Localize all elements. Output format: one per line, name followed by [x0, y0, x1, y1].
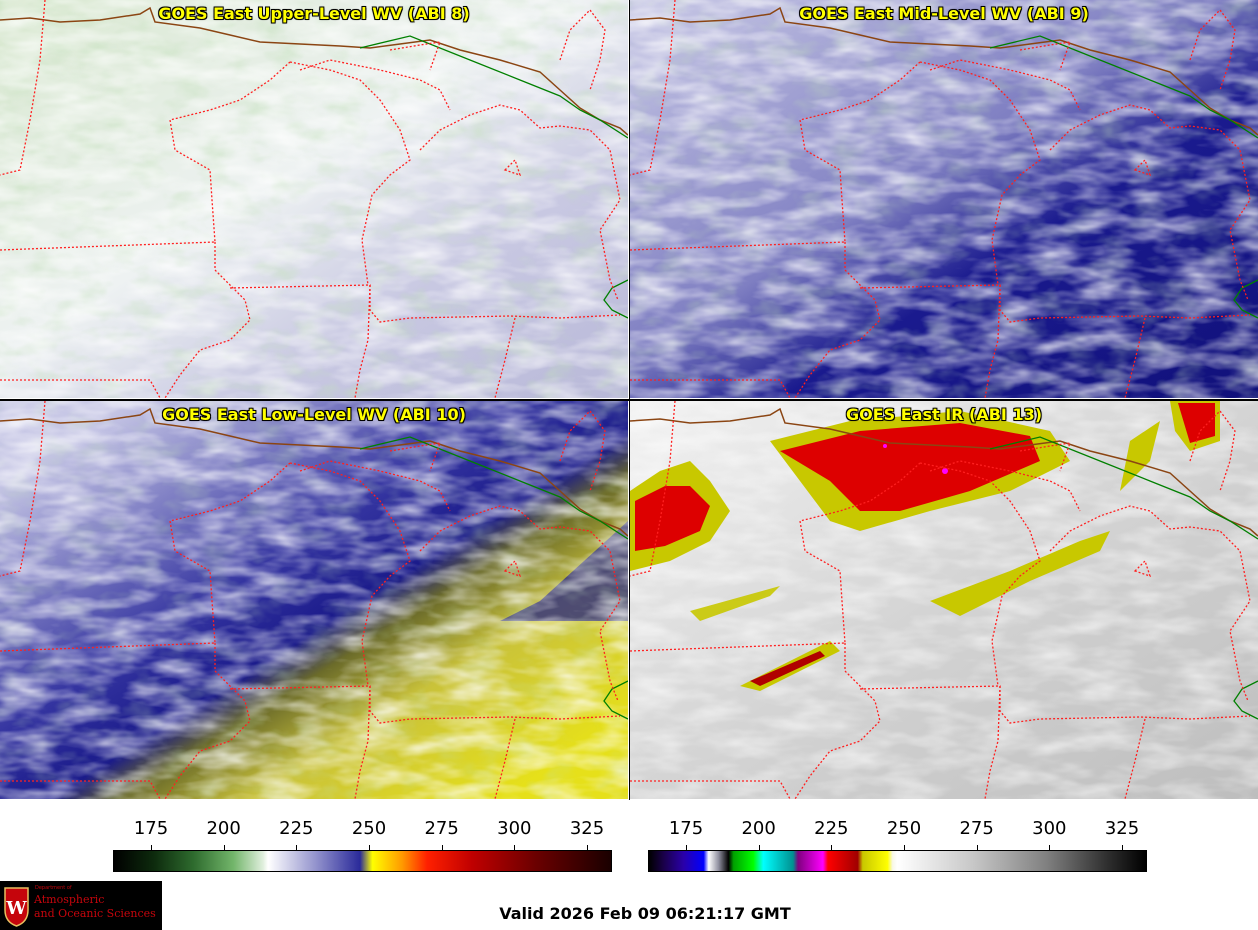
colorbar-tick-mark [151, 845, 152, 851]
colorbar-tick-label: 300 [497, 818, 532, 839]
colorbar-tick-mark [587, 845, 588, 851]
colorbar-tick-mark [514, 845, 516, 851]
colorbar-tick-mark [831, 845, 833, 851]
colorbar-tick-label: 275 [424, 818, 459, 839]
satellite-image-mid [630, 0, 1258, 398]
panel-title: GOES East Upper-Level WV (ABI 8) [158, 4, 470, 23]
panel-mid-level-wv: GOES East Mid-Level WV (ABI 9) [630, 0, 1258, 398]
uw-crest-icon: W [4, 887, 29, 927]
svg-text:W: W [5, 898, 27, 919]
colorbar-tick-label: 325 [569, 818, 605, 839]
colorbar-tick-mark [976, 845, 978, 851]
panel-upper-level-wv: GOES East Upper-Level WV (ABI 8) [0, 0, 628, 398]
colorbar-tick-label: 225 [279, 818, 314, 839]
panel-title: GOES East IR (ABI 13) [845, 405, 1043, 424]
panel-divider-horizontal [0, 399, 1258, 401]
satellite-image-low [0, 401, 628, 799]
panel-title: GOES East Mid-Level WV (ABI 9) [799, 4, 1089, 23]
colorbar-tick-label: 175 [133, 818, 169, 839]
colorbar-tick-label: 300 [1032, 818, 1067, 839]
colorbar-tick-mark [686, 845, 687, 851]
colorbar-tick-label: 175 [668, 818, 704, 839]
logo-line-1: Atmospheric [34, 893, 105, 906]
logo-line-2: and Oceanic Sciences [34, 907, 156, 920]
colorbar-tick-mark [369, 845, 370, 851]
colorbar-wv-strip [113, 850, 612, 872]
colorbar-tick-mark [1122, 845, 1123, 851]
colorbar-tick-mark [1049, 845, 1051, 851]
colorbar-ir-strip [648, 850, 1147, 872]
colorbar-tick-label: 275 [959, 818, 994, 839]
colorbar-tick-mark [296, 845, 298, 851]
panel-ir: GOES East IR (ABI 13) [630, 401, 1258, 799]
colorbar-tick-label: 225 [814, 818, 849, 839]
colorbar-tick-label: 325 [1104, 818, 1140, 839]
panel-low-level-wv: GOES East Low-Level WV (ABI 10) [0, 401, 628, 799]
uw-aos-logo: W Department of Atmospheric and Oceanic … [0, 881, 162, 930]
colorbar-tick-label: 200 [741, 818, 776, 839]
panel-title: GOES East Low-Level WV (ABI 10) [162, 405, 466, 424]
colorbar-tick-mark [758, 845, 760, 851]
colorbar-tick-label: 200 [206, 818, 241, 839]
valid-time: Valid 2026 Feb 09 06:21:17 GMT [499, 904, 791, 923]
satellite-image-ir [630, 401, 1258, 799]
colorbar-tick-mark [904, 845, 905, 851]
satellite-image-upper [0, 0, 628, 398]
logo-dept-text: Department of [35, 885, 72, 891]
colorbar-tick-label: 250 [351, 818, 387, 839]
colorbar-tick-label: 250 [886, 818, 922, 839]
colorbar-tick-mark [223, 845, 225, 851]
colorbar-tick-mark [441, 845, 443, 851]
